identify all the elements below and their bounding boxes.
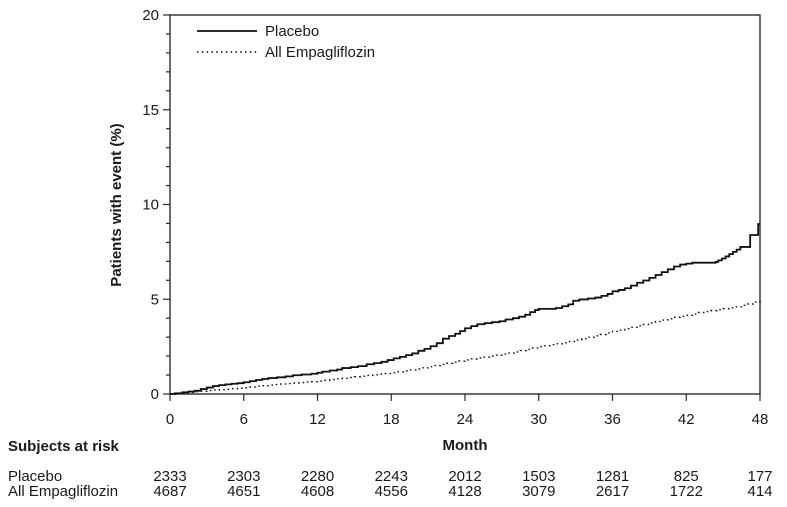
risk-count: 1722 [670,483,703,500]
risk-count: 2280 [301,468,334,485]
x-tick-label: 42 [678,411,695,428]
risk-count: 825 [674,468,699,485]
curves-layer [170,223,761,395]
x-tick-label: 24 [457,411,474,428]
y-tick-label: 5 [151,291,159,308]
series-solid-curve [170,223,760,395]
x-tick-label: 30 [530,411,547,428]
axes-layer: 0 5 10 15 20 0 6 12 18 24 30 36 42 48 [142,7,768,428]
risk-count: 2333 [153,468,186,485]
subjects-at-risk-table: Placebo 2333 2303 2280 2243 2012 1503 1281 825 17… [8,468,773,500]
risk-row-label: Placebo [8,468,62,485]
x-tick-label: 18 [383,411,400,428]
y-tick-label: 0 [151,386,159,403]
x-tick-label: 12 [309,411,326,428]
legend: Placebo All Empagliflozin [197,23,375,61]
risk-count: 2303 [227,468,260,485]
risk-count: 4651 [227,483,260,500]
risk-count: 2617 [596,483,629,500]
risk-count: 4128 [448,483,481,500]
risk-count: 3079 [522,483,555,500]
y-tick-label: 20 [142,7,159,24]
x-tick-label: 0 [166,411,174,428]
legend-label: All Empagliflozin [265,44,375,61]
legend-label: Placebo [265,23,319,40]
risk-count: 4556 [375,483,408,500]
risk-count: 414 [747,483,772,500]
x-tick-label: 6 [240,411,248,428]
y-tick-label: 10 [142,197,159,214]
x-axis-title: Month [443,437,488,454]
plot-frame [169,14,761,395]
risk-count: 4608 [301,483,334,500]
risk-row-label: All Empagliflozin [8,483,118,500]
y-tick-label: 15 [142,102,159,119]
risk-count: 4687 [153,483,186,500]
risk-count: 1503 [522,468,555,485]
series-dotted-curve [170,299,761,395]
risk-count: 2012 [448,468,481,485]
risk-count: 2243 [375,468,408,485]
risk-count: 177 [747,468,772,485]
x-tick-label: 48 [752,411,769,428]
risk-count: 1281 [596,468,629,485]
risk-table-title: Subjects at risk [8,438,120,455]
x-tick-label: 36 [604,411,621,428]
y-axis-title: Patients with event (%) [108,123,125,286]
